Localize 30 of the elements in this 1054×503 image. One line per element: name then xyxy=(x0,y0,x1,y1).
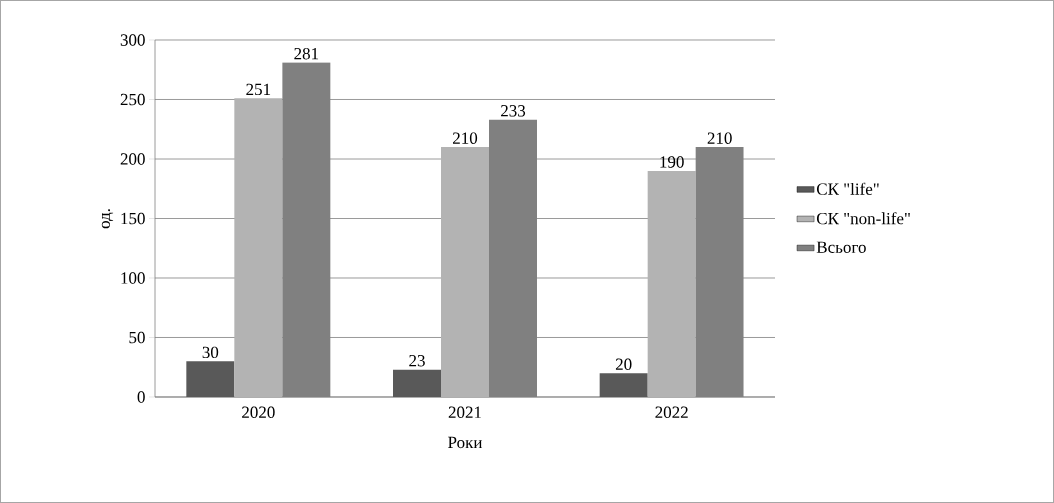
data-label: 233 xyxy=(501,105,526,117)
bar xyxy=(393,369,441,397)
data-label: 210 xyxy=(453,132,478,144)
legend-label: Всього xyxy=(816,241,866,253)
bar xyxy=(441,147,490,397)
legend-label: СК "life" xyxy=(816,182,879,195)
y-tick-label: 50 xyxy=(129,331,145,344)
data-label: 251 xyxy=(246,83,271,96)
data-label: 23 xyxy=(409,355,425,367)
data-label: 281 xyxy=(294,47,319,60)
data-label: 210 xyxy=(707,132,732,144)
y-tick-label: 200 xyxy=(120,153,145,165)
bar xyxy=(647,170,696,397)
bar xyxy=(186,361,235,397)
y-tick-label: 300 xyxy=(120,34,145,46)
x-tick-label: 2020 xyxy=(242,406,275,419)
bar xyxy=(599,373,648,397)
legend-label: СК "non-life" xyxy=(816,212,910,225)
y-tick-label: 150 xyxy=(121,212,145,225)
x-axis-title: Роки xyxy=(448,436,483,449)
y-tick-label: 0 xyxy=(137,391,145,403)
data-label: 20 xyxy=(615,358,632,371)
y-tick-label: 100 xyxy=(121,272,145,284)
data-label: 30 xyxy=(202,346,219,359)
y-axis-title: од. xyxy=(101,209,114,229)
bar xyxy=(234,98,283,397)
y-tick-label: 250 xyxy=(120,93,145,106)
x-tick-label: 2022 xyxy=(655,406,688,419)
x-tick-label: 2021 xyxy=(448,406,481,419)
data-label: 190 xyxy=(660,156,684,168)
